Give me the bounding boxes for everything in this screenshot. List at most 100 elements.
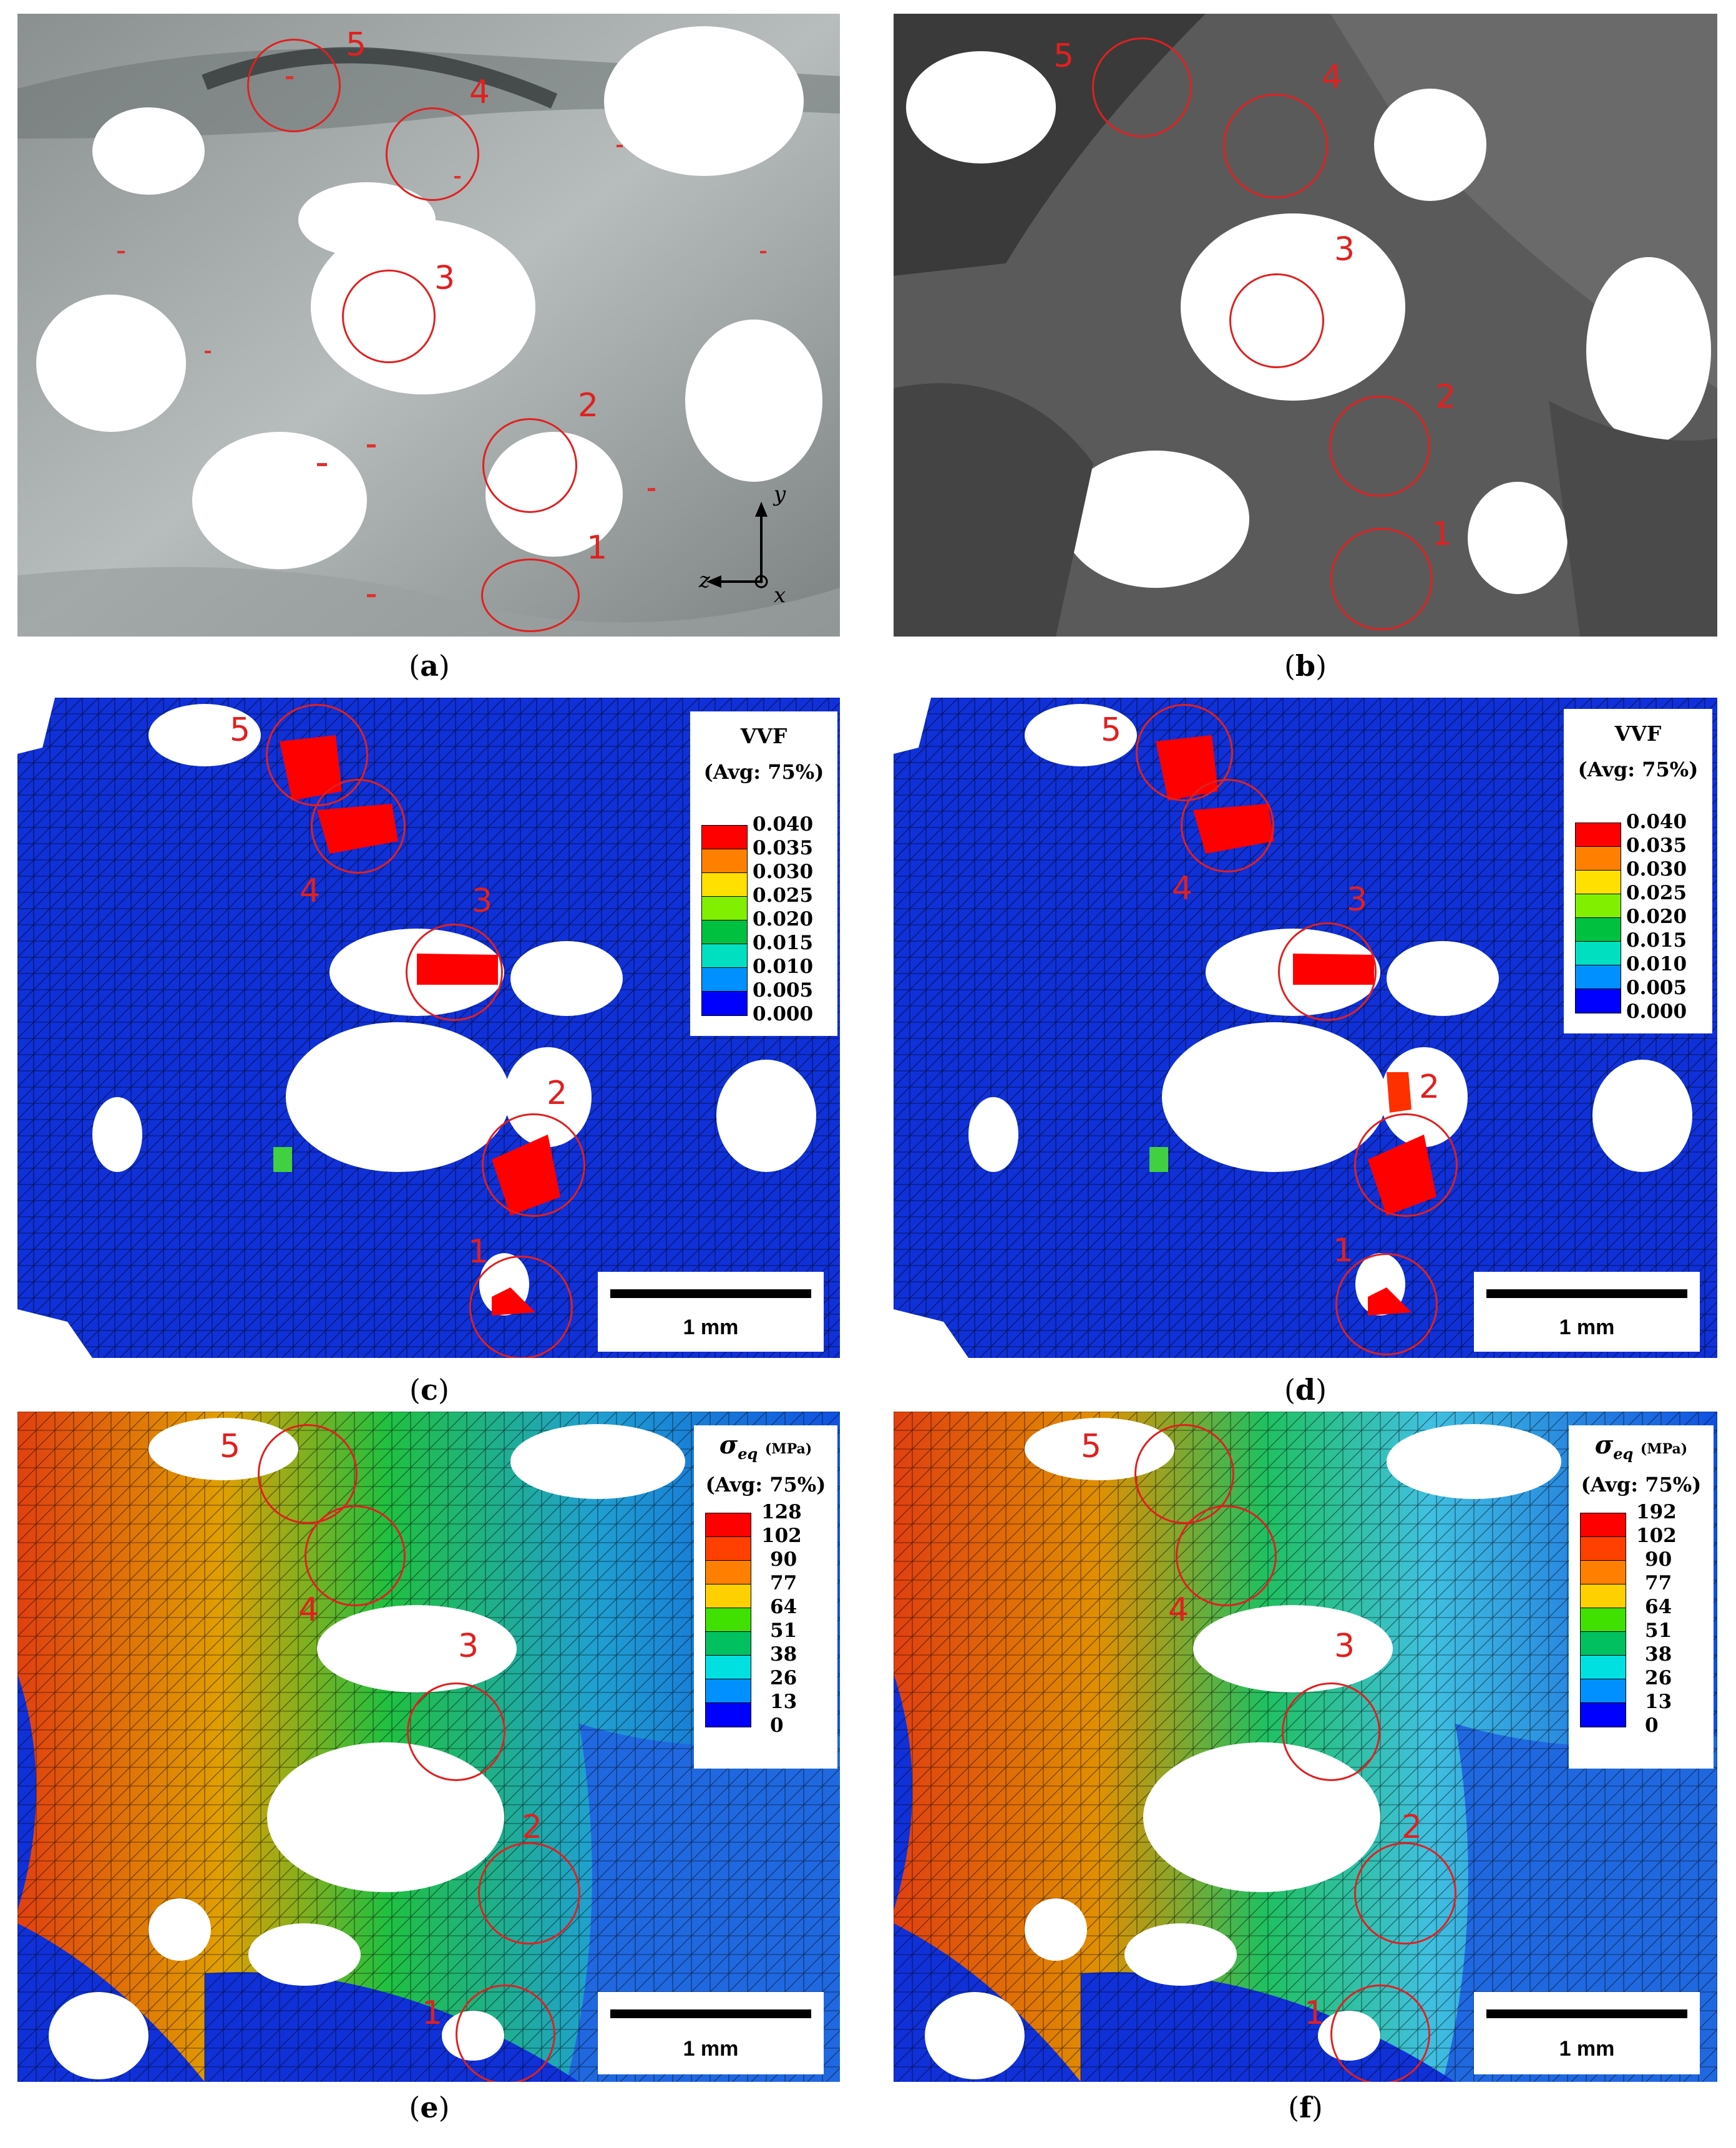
defect-circle-5 [258,1424,358,1524]
defect-label-1: 1 [422,1994,443,2032]
defect-circle-4 [305,1505,406,1606]
legend-swatch [701,991,748,1016]
defect-circle-1 [469,1256,573,1358]
legend-tick: 64 [770,1596,797,1618]
legend-tick: 0.035 [753,837,814,859]
legend-tick: 0.035 [1626,834,1687,857]
legend-tick: 90 [1645,1548,1672,1571]
defect-label-2: 2 [578,387,599,424]
legend-tick: 13 [1645,1691,1672,1713]
axis-label-y: y [774,482,786,507]
legend-swatch [1575,965,1621,990]
defect-label-1: 1 [468,1233,489,1271]
legend-unit: (MPa) [764,1441,812,1457]
legend-tick: 192 [1636,1501,1677,1523]
defect-circle-5 [1134,1424,1234,1524]
legend-tick: 0.040 [753,813,814,836]
legend-swatch [701,967,748,992]
legend-tick: 102 [1636,1525,1677,1547]
legend-tick: 51 [770,1619,797,1642]
legend-swatch [1580,1702,1626,1727]
defect-label-4: 4 [1168,1591,1189,1629]
legend-swatch [701,896,748,921]
legend-symbol: σeq [1594,1430,1634,1463]
defect-circle-3 [406,924,503,1021]
caption-b: (b) [1284,649,1327,683]
defect-circle-1 [1335,1253,1438,1355]
caption-e: (e) [409,2091,450,2124]
legend-tick: 0.040 [1626,811,1687,833]
panel-e-image: 5 4 3 2 1 σeq (MPa) (Avg: 75%) 128 102 9… [17,1412,840,2082]
legend-tick: 0.025 [1626,882,1687,904]
legend-tick: 13 [770,1691,797,1713]
defect-circle-5 [1092,37,1192,137]
legend-tick: 0.000 [1626,1000,1687,1023]
defect-circle-2 [482,418,577,513]
defect-circle-2 [1354,1113,1458,1217]
scale-bar-label: 1 mm [1559,1316,1615,1339]
legend-tick: 0 [770,1714,784,1737]
legend-swatch [705,1584,751,1609]
defect-circle-5 [247,39,341,132]
defect-label-1: 1 [587,529,608,567]
defect-label-2: 2 [522,1809,543,1846]
legend-tick: 0.020 [753,908,814,930]
legend-swatch [705,1702,751,1727]
defect-circle-2 [482,1113,585,1217]
axis-label-x: x [774,583,786,608]
legend-subtitle: (Avg: 75%) [1578,758,1699,781]
axis-triad [706,502,768,588]
defect-circle-1 [456,1984,555,2082]
legend-tick: 90 [770,1548,797,1571]
defect-circle-3 [342,270,436,363]
defect-circle-1 [481,559,580,632]
legend-tick: 77 [1645,1572,1672,1594]
defect-circle-1 [1330,1984,1430,2082]
panel-d-image: 5 4 3 2 1 VVF (Avg: 75%) 0.040 0.035 0.0… [894,698,1717,1358]
legend-swatch [1575,870,1621,895]
scale-bar: 1 mm [1474,1272,1700,1352]
defect-label-4: 4 [1172,870,1193,907]
defect-label-2: 2 [1419,1068,1440,1106]
legend-tick: 0.020 [1626,906,1687,928]
scale-bar-label: 1 mm [683,2037,739,2061]
defect-label-5: 5 [1081,1428,1102,1465]
legend-swatch [1575,917,1621,942]
caption-f: (f) [1288,2091,1323,2124]
defect-label-4: 4 [300,872,321,910]
legend-subtitle: (Avg: 75%) [703,760,824,784]
defect-label-2: 2 [1402,1809,1423,1846]
legend-swatch [1575,989,1621,1013]
legend-tick: 0.010 [753,955,814,978]
panel-a-image: y z x 5 4 3 2 1 [17,14,840,637]
panel-c-image: 5 4 3 2 1 VVF (Avg: 75%) 0.040 0.035 0.0… [17,698,840,1358]
defect-circle-4 [1176,1505,1277,1606]
defect-circle-2 [1354,1842,1456,1945]
legend-swatch [1580,1513,1626,1538]
legend-title: σeq (MPa) [1569,1430,1714,1463]
legend-unit: (MPa) [1640,1441,1688,1457]
legend-tick: 0.025 [753,884,814,907]
legend-tick: 0.010 [1626,953,1687,975]
defect-circle-4 [311,779,406,874]
legend-title: VVF [740,724,788,748]
vvf-legend: VVF (Avg: 75%) 0.040 0.035 0.030 0.025 0… [690,711,837,1036]
legend-swatch [701,825,748,850]
defect-label-5: 5 [1101,711,1122,749]
caption-d: (d) [1284,1373,1327,1407]
defect-circle-5 [1136,704,1233,801]
defect-label-2: 2 [547,1075,568,1112]
defect-circle-4 [386,107,479,201]
defect-circle-3 [1278,922,1377,1021]
legend-swatch [1575,846,1621,871]
legend-swatch [705,1608,751,1633]
scale-bar-label: 1 mm [1559,2037,1615,2061]
legend-tick: 26 [770,1667,797,1689]
legend-swatch [705,1536,751,1561]
legend-swatch [705,1513,751,1538]
panel-b-image: 5 4 3 2 1 [894,14,1717,637]
legend-swatch [705,1560,751,1585]
defect-circle-2 [1329,396,1430,497]
legend-symbol: σeq [719,1430,758,1463]
stress-legend: σeq (MPa) (Avg: 75%) 128 102 90 77 64 51… [694,1425,837,1769]
